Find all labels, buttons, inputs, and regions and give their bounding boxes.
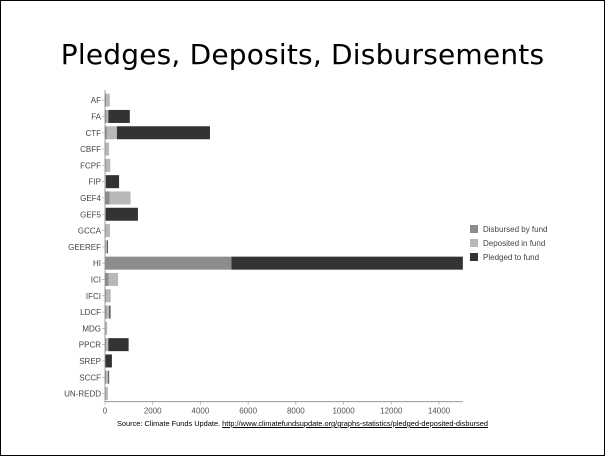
source-prefix: Source: Climate Funds Update. xyxy=(117,419,223,428)
bar-ctf-deposited-in-fund xyxy=(106,126,117,140)
x-tick-label: 2000 xyxy=(144,407,162,416)
bar-ldcf-deposited-in-fund xyxy=(106,305,110,319)
bar-gef4-disbursed-by-fund xyxy=(105,191,110,205)
bar-hi-pledged-to-fund xyxy=(231,256,463,270)
category-label: HI xyxy=(93,259,101,268)
bar-sccf-disbursed-by-fund xyxy=(105,370,107,384)
x-tick-label: 0 xyxy=(103,407,108,416)
x-tick-label: 8000 xyxy=(287,407,305,416)
category-label: ICI xyxy=(91,275,101,284)
legend-label: Deposited in fund xyxy=(483,239,545,248)
bar-srep-pledged-to-fund xyxy=(105,354,112,368)
bar-af-disbursed-by-fund xyxy=(105,93,107,107)
bar-geeref-deposited-in-fund xyxy=(105,240,108,254)
bar-ctf-pledged-to-fund xyxy=(116,126,210,140)
legend-label: Disbursed by fund xyxy=(483,225,547,234)
legend-swatch xyxy=(470,253,478,261)
bar-ctf-disbursed-by-fund xyxy=(105,126,107,140)
bar-geeref-pledged-to-fund xyxy=(107,240,108,254)
category-label: UN-REDD xyxy=(64,390,101,399)
bar-fip-pledged-to-fund xyxy=(105,175,120,189)
bar-fcpf-deposited-in-fund xyxy=(105,158,111,172)
bar-ldcf-pledged-to-fund xyxy=(109,305,111,319)
category-label: SREP xyxy=(79,357,101,366)
bar-un-redd-deposited-in-fund xyxy=(105,387,108,401)
category-label: AF xyxy=(91,96,101,105)
category-label: CBFF xyxy=(80,145,101,154)
axes xyxy=(102,90,463,403)
category-label: GEEREF xyxy=(68,243,101,252)
bar-gcca-deposited-in-fund xyxy=(105,224,111,238)
legend-swatch xyxy=(470,239,478,247)
bar-ici-deposited-in-fund xyxy=(108,272,119,286)
bar-cbff-deposited-in-fund xyxy=(105,142,110,156)
category-label: IFCI xyxy=(86,292,101,301)
category-label: FIP xyxy=(89,178,101,187)
bar-ppcr-pledged-to-fund xyxy=(108,338,129,352)
source-note: Source: Climate Funds Update. http://www… xyxy=(0,419,605,428)
bar-ppcr-deposited-in-fund xyxy=(105,338,109,352)
bar-fa-deposited-in-fund xyxy=(106,109,109,123)
category-label: GEF4 xyxy=(80,194,101,203)
category-label: GEF5 xyxy=(80,210,101,219)
legend-label: Pledged to fund xyxy=(483,253,539,262)
bar-ifci-disbursed-by-fund xyxy=(105,289,106,303)
x-tick-label: 14000 xyxy=(428,407,451,416)
bar-af-deposited-in-fund xyxy=(106,93,110,107)
category-label: MDG xyxy=(82,324,101,333)
category-labels: AF FA CTF CBFF FCPF FIP GEF4 GEF5 GCCA GEEREF HI IC… xyxy=(64,96,102,398)
category-label: GCCA xyxy=(78,227,102,236)
bar-gef5-pledged-to-fund xyxy=(105,207,138,221)
bar-fip-deposited-in-fund xyxy=(105,175,107,189)
bar-fa-disbursed-by-fund xyxy=(105,109,107,123)
category-label: LDCF xyxy=(80,308,101,317)
x-tick-label: 10000 xyxy=(332,407,355,416)
bar-ici-disbursed-by-fund xyxy=(105,272,109,286)
bar-mdg-deposited-in-fund xyxy=(105,321,108,335)
legend: Disbursed by fund Deposited in fund Pledge… xyxy=(470,225,547,262)
bar-fa-pledged-to-fund xyxy=(108,109,130,123)
source-link[interactable]: http://www.climatefundsupdate.org/graphs… xyxy=(222,419,488,428)
bars xyxy=(105,93,463,401)
bar-ifci-deposited-in-fund xyxy=(105,289,111,303)
bar-ppcr-disbursed-by-fund xyxy=(105,338,106,352)
x-tick-label: 12000 xyxy=(380,407,403,416)
category-label: SCCF xyxy=(79,373,101,382)
bar-ldcf-disbursed-by-fund xyxy=(105,305,107,319)
bar-hi-disbursed-by-fund xyxy=(105,256,232,270)
x-tick-label: 4000 xyxy=(192,407,210,416)
bar-sccf-pledged-to-fund xyxy=(108,370,110,384)
x-tick-labels: 0 2000 4000 6000 8000 10000 12000 14000 xyxy=(103,407,451,416)
category-label: PPCR xyxy=(79,341,101,350)
x-grid xyxy=(104,401,440,405)
bar-gef4-deposited-in-fund xyxy=(109,191,131,205)
category-label: FA xyxy=(91,112,101,121)
category-label: CTF xyxy=(85,129,101,138)
category-label: FCPF xyxy=(80,161,101,170)
x-tick-label: 6000 xyxy=(239,407,257,416)
legend-swatch xyxy=(470,225,478,233)
slide-title: Pledges, Deposits, Disbursements xyxy=(60,38,545,71)
bar-sccf-deposited-in-fund xyxy=(106,370,109,384)
